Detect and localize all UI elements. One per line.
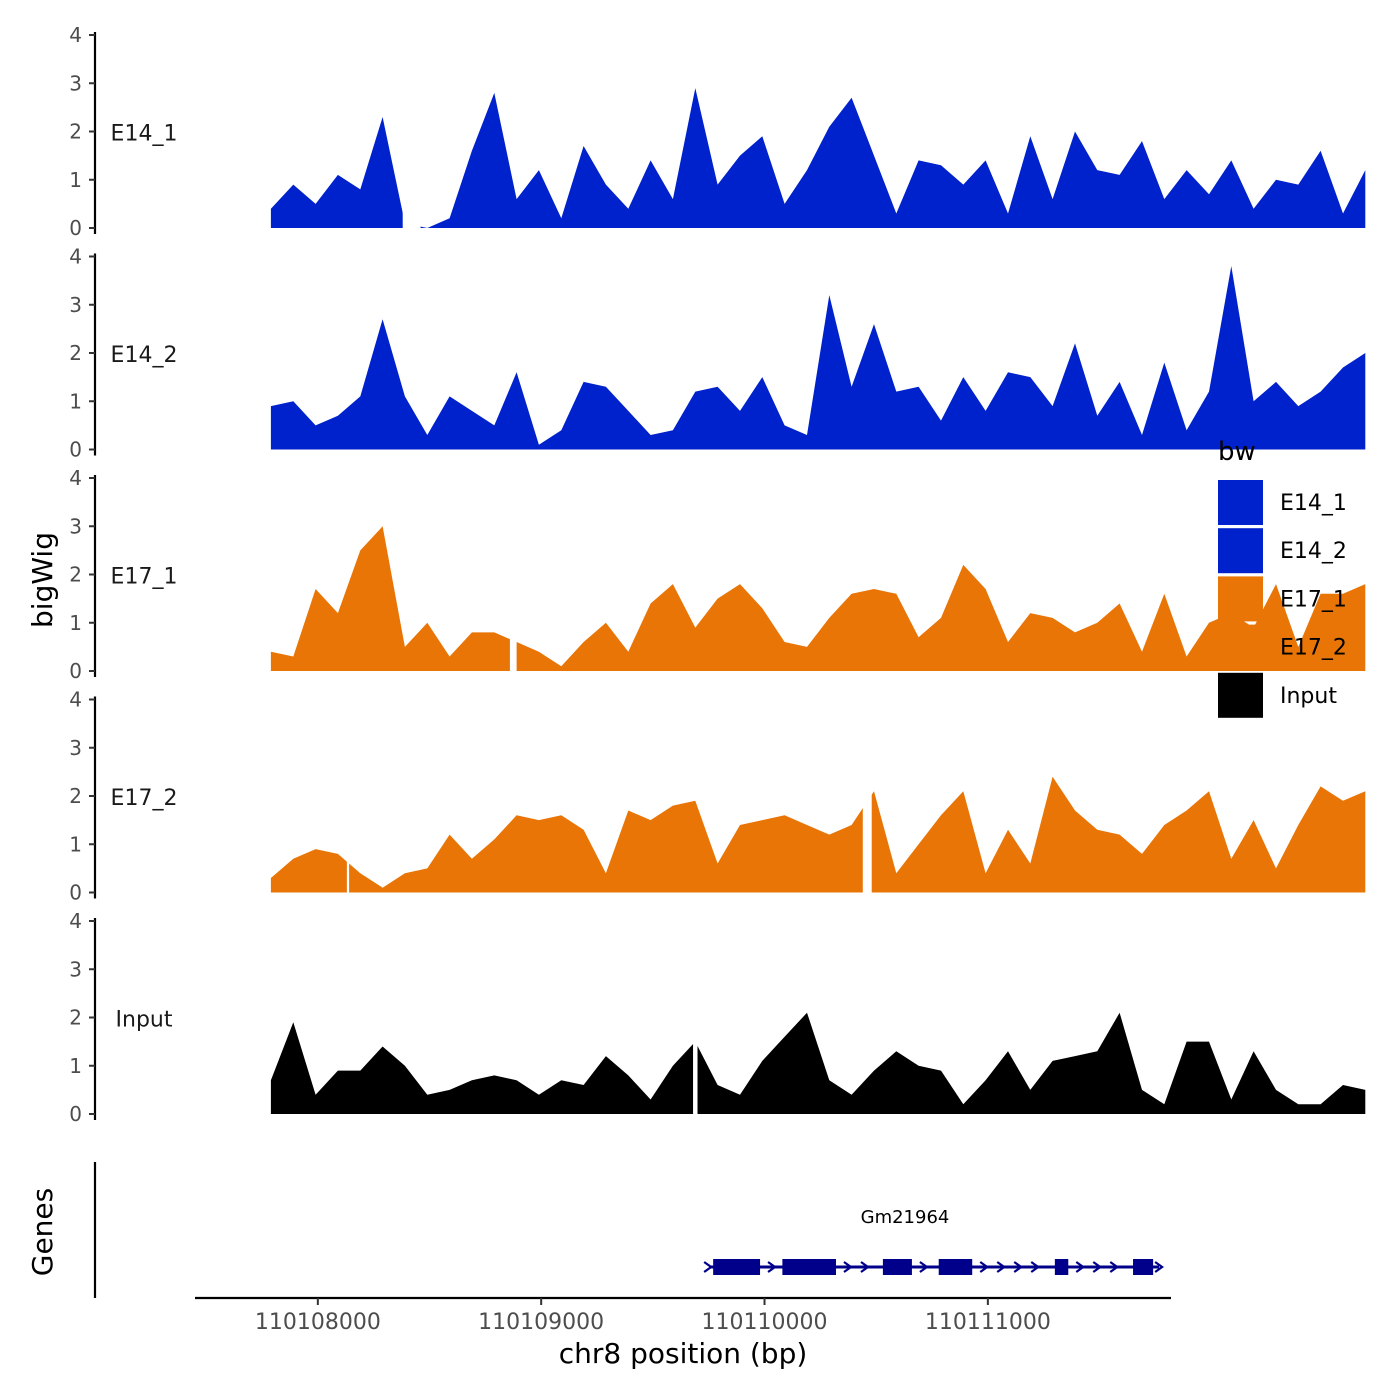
y-tick-label: 0 <box>69 881 82 905</box>
y-tick-label: 4 <box>69 23 82 47</box>
y-tick-label: 4 <box>69 688 82 712</box>
y-tick-label: 3 <box>69 957 82 981</box>
y-tick-label: 1 <box>69 611 82 635</box>
legend-title: bw <box>1218 437 1256 467</box>
coverage-area-E17_1 <box>270 526 1366 671</box>
x-tick-label: 110110000 <box>702 1310 828 1335</box>
y-tick-label: 2 <box>69 784 82 808</box>
genes-label: Genes <box>26 1188 59 1276</box>
genes-track: Genes Gm21964 <box>26 1162 1165 1298</box>
strand-arrow <box>1013 1261 1024 1273</box>
legend-key-E14_2 <box>1218 528 1263 574</box>
y-tick-label: 2 <box>69 563 82 587</box>
strand-arrow <box>1075 1261 1086 1273</box>
coverage-gap <box>346 694 350 893</box>
track-panel-E17_2: 0 1 2 3 4 E17_2 <box>69 688 1366 905</box>
y-tick-label: 3 <box>69 736 82 760</box>
y-tick-label: 4 <box>69 909 82 933</box>
coverage-area-E17_2 <box>270 776 1366 893</box>
y-tick-label: 2 <box>69 341 82 365</box>
y-tick-label: 1 <box>69 832 82 856</box>
coverage-gap <box>402 30 421 228</box>
strand-arrow <box>919 1261 929 1273</box>
track-panels: 0 1 2 3 4 E14_1 0 1 2 3 4 E14_2 0 1 2 3 4 E17_1 0 1 2 3 4 E17_2… <box>69 23 1366 1126</box>
strand-arrow <box>860 1261 870 1273</box>
gene-exon <box>1054 1259 1069 1275</box>
coverage-area-E14_2 <box>270 266 1366 450</box>
track-label-Input: Input <box>116 1008 173 1033</box>
track-panel-E17_1: 0 1 2 3 4 E17_1 <box>69 466 1366 683</box>
legend-label-E17_1: E17_1 <box>1280 587 1347 612</box>
legend-key-E14_1 <box>1218 480 1263 525</box>
track-panel-E14_2: 0 1 2 3 4 E14_2 <box>69 245 1366 462</box>
coverage-gap <box>509 473 517 671</box>
x-tick-label: 110109000 <box>478 1310 604 1335</box>
x-axis: chr8 position (bp) 110108000 110109000 110… <box>195 1296 1171 1370</box>
track-label-E17_1: E17_1 <box>111 565 178 590</box>
y-tick-label: 2 <box>69 120 82 144</box>
coverage-gap <box>693 916 698 1114</box>
x-tick-label: 110111000 <box>925 1310 1051 1335</box>
strand-arrow <box>979 1261 990 1273</box>
y-tick-label: 3 <box>69 514 82 538</box>
gene-exon <box>938 1259 973 1275</box>
y-tick-label: 0 <box>69 659 82 683</box>
track-panel-Input: 0 1 2 3 4 Input <box>69 909 1366 1126</box>
y-axis-title: bigWig <box>26 532 59 628</box>
gene-exon <box>882 1259 912 1275</box>
coverage-gap <box>862 694 872 893</box>
y-tick-label: 0 <box>69 216 82 240</box>
gene-exon <box>782 1259 836 1275</box>
coverage-area-Input <box>270 1012 1366 1114</box>
y-tick-label: 4 <box>69 245 82 269</box>
x-axis-title: chr8 position (bp) <box>559 1337 808 1370</box>
legend-key-E17_1 <box>1218 576 1263 622</box>
x-tick-label: 110108000 <box>255 1310 381 1335</box>
legend-label-E17_2: E17_2 <box>1280 636 1347 661</box>
gene-name-label: Gm21964 <box>861 1207 950 1228</box>
legend-label-E14_1: E14_1 <box>1280 491 1347 516</box>
strand-arrow <box>767 1261 777 1273</box>
y-tick-label: 1 <box>69 1054 82 1078</box>
strand-arrow <box>703 1261 714 1273</box>
legend-key-E17_2 <box>1218 624 1263 670</box>
gene-model <box>703 1259 1165 1275</box>
legend: bw E14_1 E14_2 E17_1 E17_2 Input <box>1218 437 1347 718</box>
track-label-E17_2: E17_2 <box>111 786 178 811</box>
strand-arrow <box>843 1261 853 1273</box>
y-tick-label: 3 <box>69 71 82 95</box>
y-tick-label: 1 <box>69 168 82 192</box>
strand-arrow <box>1030 1261 1041 1273</box>
y-tick-label: 3 <box>69 293 82 317</box>
gene-exon <box>1133 1259 1154 1275</box>
strand-arrow <box>996 1261 1007 1273</box>
gene-exon <box>713 1259 761 1275</box>
legend-label-E14_2: E14_2 <box>1280 539 1347 564</box>
legend-key-Input <box>1218 672 1263 718</box>
coverage-area-E14_1 <box>270 88 1366 228</box>
y-tick-label: 0 <box>69 1102 82 1126</box>
legend-label-Input: Input <box>1280 684 1337 709</box>
track-panel-E14_1: 0 1 2 3 4 E14_1 <box>69 23 1366 240</box>
strand-arrow <box>1154 1261 1165 1273</box>
track-label-E14_1: E14_1 <box>111 122 178 147</box>
y-tick-label: 1 <box>69 389 82 413</box>
y-tick-label: 4 <box>69 466 82 490</box>
strand-arrow <box>1092 1261 1103 1273</box>
y-tick-label: 2 <box>69 1006 82 1030</box>
track-label-E14_2: E14_2 <box>111 343 178 368</box>
y-tick-label: 0 <box>69 438 82 462</box>
strand-arrow <box>1109 1261 1120 1273</box>
